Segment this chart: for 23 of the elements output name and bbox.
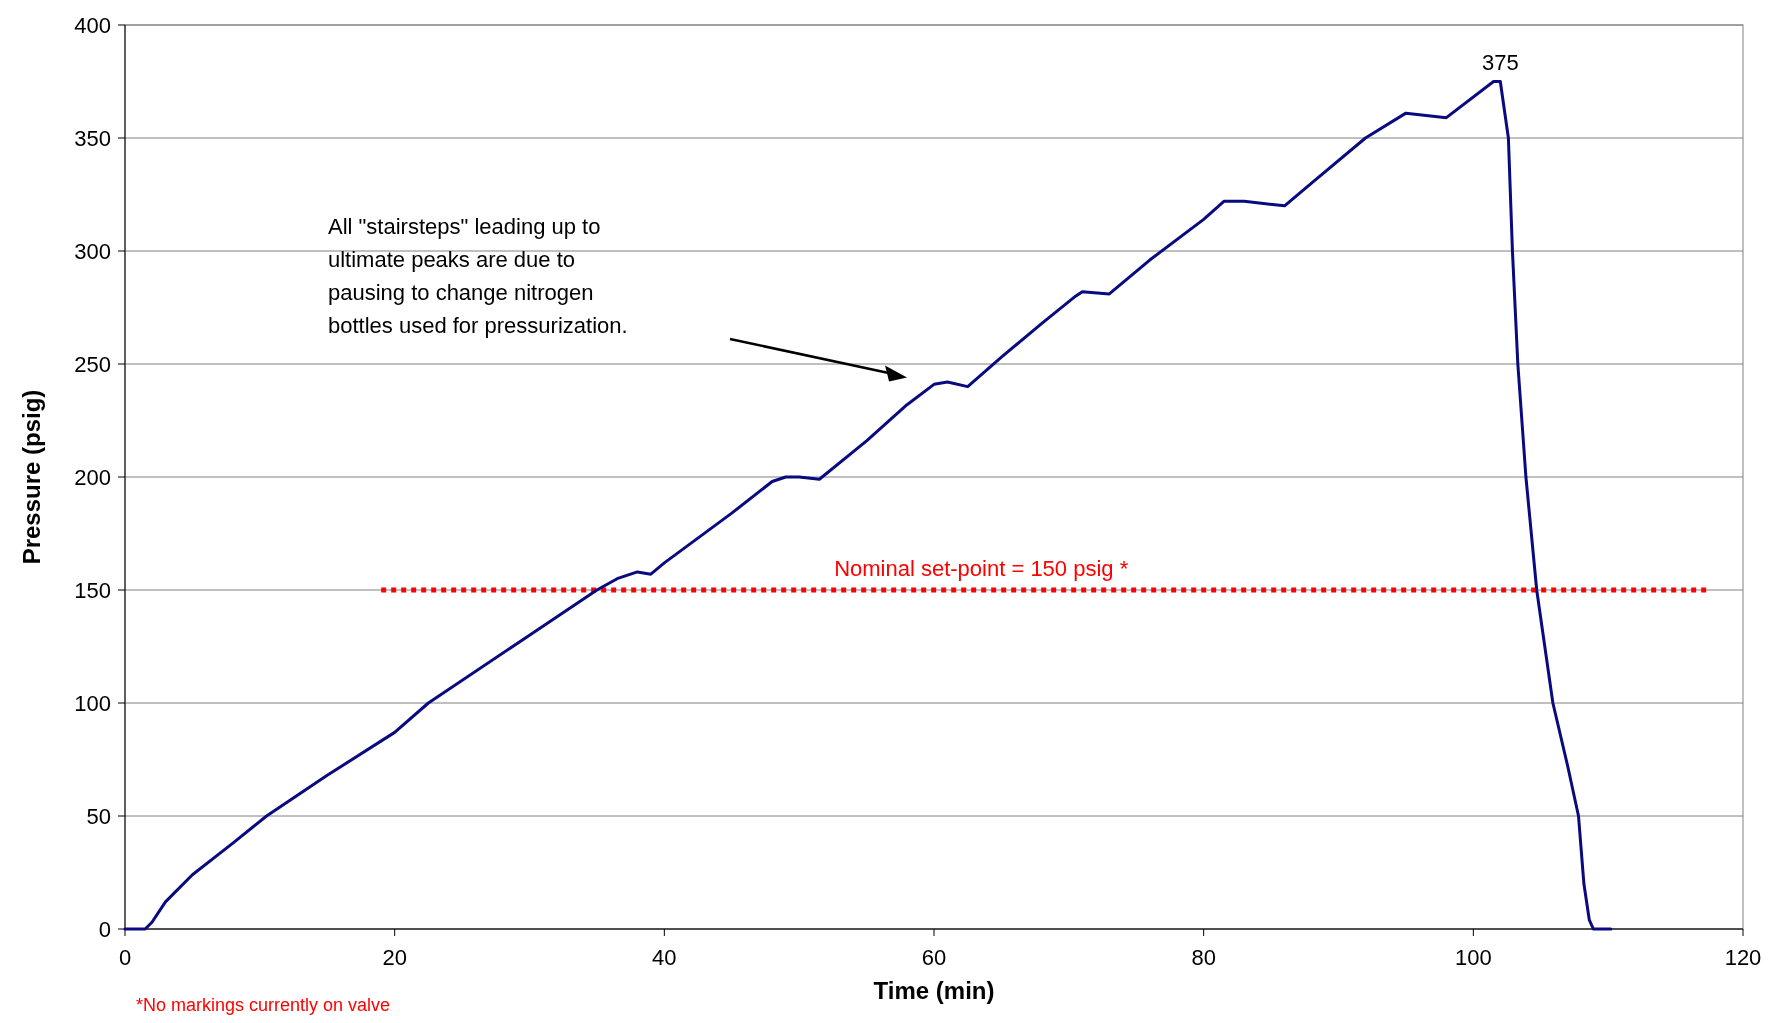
y-tick-label: 100 <box>74 690 111 716</box>
x-tick-label: 120 <box>1724 945 1762 970</box>
y-tick-label: 50 <box>86 803 111 829</box>
x-tick-label: 0 <box>118 945 132 970</box>
x-tick-label: 80 <box>1191 945 1216 970</box>
y-tick-label: 0 <box>98 916 111 942</box>
x-axis-title: Time (min) <box>873 977 995 1004</box>
y-axis-title: Pressure (psig) <box>18 389 45 565</box>
y-tick-label: 150 <box>74 577 111 603</box>
x-tick-label: 40 <box>652 945 677 970</box>
x-tick-label: 20 <box>382 945 407 970</box>
annotation: 375 <box>1481 49 1519 75</box>
line-series <box>123 80 1613 931</box>
annotation: All "stairsteps" leading up to ultimate peaks are due to pausing to change nitrogen bottles used for pressurization. <box>328 214 628 338</box>
y-tick-label: 300 <box>74 238 111 264</box>
text: *No markings currently on valve <box>136 995 391 1015</box>
ref-line-label: Nominal set-point = 150 psig * <box>834 556 1129 581</box>
x-tick-label: 60 <box>921 945 947 970</box>
x-tick-label: 100 <box>1454 945 1492 970</box>
y-tick-label: 400 <box>74 12 111 38</box>
y-tick-label: 200 <box>74 464 111 490</box>
y-tick-label: 250 <box>74 351 111 377</box>
y-tick-label: 350 <box>74 125 111 151</box>
